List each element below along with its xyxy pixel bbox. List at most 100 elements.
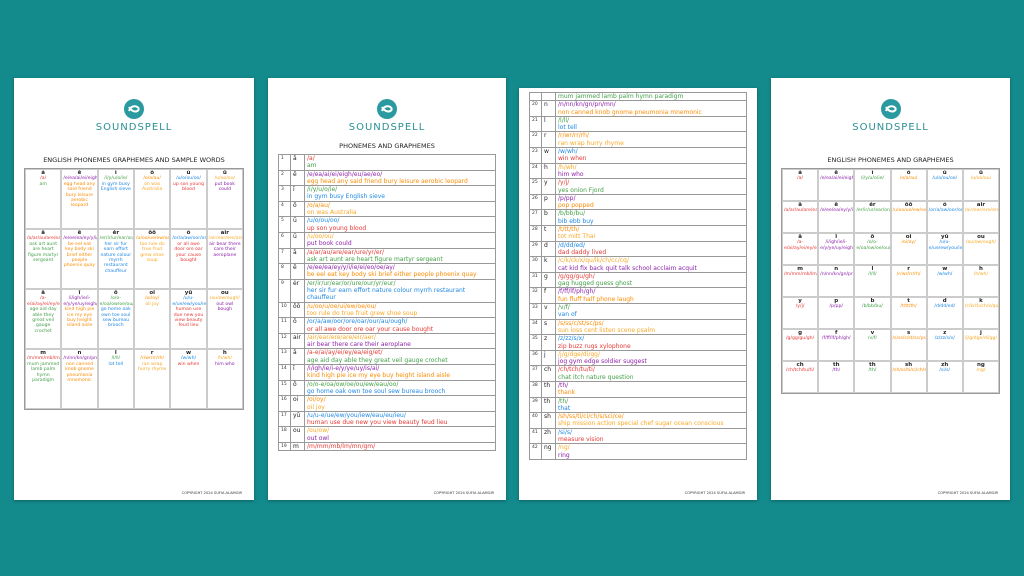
phoneme-cell: ch/ch/tch/tu/ti/	[782, 361, 819, 393]
phoneme-symbol: ŭ	[942, 170, 947, 176]
phoneme-symbol: ă	[798, 170, 802, 176]
row-content: /f/ff/lf/ph/gh/fun fluff half phone laug…	[555, 287, 747, 305]
row-number: 8	[278, 263, 291, 280]
row-content: /a/ar/au/are/ear/ure/yr/er/ask art aunt …	[304, 247, 496, 265]
row-content: /w/wh/win when	[555, 147, 747, 164]
phoneme-symbol: ī	[290, 364, 305, 381]
table-row: 9 ėr/er/ir/ur/ear/or/ure/our/yr/eur/her s…	[278, 278, 496, 303]
phoneme-cell: ŭ/u/o/ou/oo/	[926, 169, 963, 201]
row-number: 26	[529, 193, 542, 211]
graphemes: /u/u-e/ue/ew/you/iew/eau/eu/ieu/	[172, 296, 207, 307]
phoneme-symbol: w	[541, 147, 556, 164]
phoneme-symbol: ē	[290, 169, 305, 187]
phoneme-symbol: ĭ	[871, 170, 874, 176]
brand: SOUNDSPELL	[95, 122, 173, 133]
row-content: /sh/ss/ti/ci/ch/s/sci/ce/ship mission ac…	[555, 412, 747, 429]
graphemes: /o/a/au/	[143, 176, 161, 182]
row-content: /o/a/au/on was Australia	[304, 200, 496, 218]
row-content: /b/bb/bu/bib ebb buy	[555, 209, 747, 227]
phoneme-cell: ĭ/i/y/u/o/ie/in gym busy English sieve	[97, 169, 134, 229]
table-row: 10 ōō/u/oo/u/oe/ui/ew/oe/ou/too rule do t…	[278, 301, 496, 319]
phoneme-symbol: ch	[796, 362, 804, 368]
examples: fun fluff half phone laugh	[558, 295, 634, 303]
table-row: 41 zh/si/s/measure vision	[529, 427, 747, 445]
table-row: 37 ch/ch/tch/tu/ti/chat itch nature quest…	[529, 365, 747, 382]
phoneme-symbol: n	[77, 350, 82, 356]
row-number: 28	[529, 225, 542, 242]
examples: yes onion Fjord	[558, 186, 604, 194]
phoneme-symbol: r	[907, 266, 910, 272]
row-content: /air/ear/ere/are/eir/aer/air bear there …	[304, 332, 496, 350]
phoneme-symbol: m	[40, 350, 47, 356]
table-row: 32 f/f/ff/lf/ph/gh/fun fluff half phone l…	[529, 287, 747, 305]
graphemes: /oi/oy/	[901, 240, 916, 246]
graphemes: /z/zz/s/x/	[558, 335, 585, 343]
graphemes: /i/y/u/o/ie/	[307, 186, 338, 194]
examples: ring	[558, 451, 570, 459]
phoneme-cell: ėr/er/ir/ur/ear/or/ure/our/yr/eur/	[854, 201, 891, 233]
phoneme-symbol: y	[541, 178, 556, 195]
sample-words: ran wrap hurry rhyme	[137, 361, 167, 373]
graphemes: /a-e/ai/ay/ei/ey/ea/eig/et/	[27, 296, 60, 307]
table-row: 30 k/c/k/ck/x/qu/lk/ch/cc/cq/cat kid fix …	[529, 256, 747, 273]
graphemes: /m/mm/mb/lm/mn/gm/	[27, 356, 60, 362]
examples: oil joy	[307, 403, 325, 411]
phoneme-cell: oi/oi/oy/	[890, 233, 927, 265]
phoneme-symbol: ē	[77, 230, 82, 236]
phoneme-cell: l/l/ll/lot tell	[97, 349, 134, 409]
examples: win when	[558, 155, 587, 163]
phoneme-cell: l/l/ll/	[854, 265, 891, 297]
graphemes: /i/y/u/o/ie/	[860, 176, 884, 182]
brand: SOUNDSPELL	[348, 122, 426, 133]
graphemes: /g/gg/gu/gh/	[558, 272, 595, 280]
phoneme-cell: yū/u/u-e/ue/ew/you/iew/eau/eu/ieu/	[926, 233, 963, 265]
graphemes: /t/tt/th/	[900, 304, 917, 310]
row-number: 19	[278, 441, 291, 452]
row-number: 33	[529, 303, 542, 320]
graphemes: /s/ss/c/st/sc/ps/	[892, 336, 927, 342]
table-row: 3 ĭ/i/y/u/o/ie/in gym busy English sieve	[278, 185, 496, 202]
row-content: /g/gg/gu/gh/gag hugged guess ghost	[555, 271, 747, 289]
phoneme-cell: p/p/pp/	[818, 297, 855, 329]
phoneme-cell: m/m/mm/mb/lm/mn/gm/mum jammed lamb palm …	[25, 349, 62, 409]
row-number: 40	[529, 412, 542, 429]
phoneme-cell: sh/sh/ss/ti/ci/ch/s/sci/ce/	[890, 361, 927, 393]
row-content: /er/ir/ur/ear/or/ure/our/yr/eur/her sir …	[304, 278, 496, 303]
table-row: 34 s/s/ss/c/st/sc/ps/sun loss cent listen…	[529, 318, 747, 336]
phoneme-cell: air/air/ear/ere/are/eir/aer/air bear the…	[206, 229, 243, 289]
phoneme-symbol: r	[150, 350, 154, 356]
graphemes: /u/o/ou/oo/	[307, 217, 340, 225]
graphemes: /oi/oy/	[307, 396, 326, 404]
phoneme-symbol: ă	[290, 154, 305, 171]
phoneme-symbol: ou	[290, 426, 305, 443]
row-number	[529, 91, 542, 102]
phoneme-symbol: ū	[978, 170, 983, 176]
row-content: /e/ee/ea/ey/y/i/ie/ei/eo/oe/ay/be eel ea…	[304, 263, 496, 280]
phoneme-symbol: ėr	[112, 230, 120, 236]
sample-words: ask art aunt are heart figure martyr ser…	[27, 241, 59, 264]
examples: dad daddy lived	[558, 248, 607, 256]
sample-words: be eel eat key body ski brief either peo…	[63, 241, 96, 269]
table-row: 16 oi/oi/oy/oil joy	[278, 395, 496, 412]
phoneme-symbol: oi	[905, 234, 912, 240]
graphemes: /m/mm/mb/lm/mn/gm/	[784, 272, 817, 278]
logo: SOUNDSPELL	[268, 98, 506, 133]
phoneme-cell: ō/o/o-e/oa/ow/oe/ou/ew/eau/oo/	[854, 233, 891, 265]
row-content: /a-e/ai/ay/ei/ey/ea/eig/et/age aid day a…	[304, 348, 496, 366]
sample-words: human use due new you view beauty feud l…	[173, 307, 204, 329]
graphemes: /w/wh/	[558, 148, 578, 156]
phoneme-cell: r/r/wr/rr/rh/	[890, 265, 927, 297]
phoneme-symbol: ŭ	[186, 170, 191, 176]
row-content: /oi/oy/oil joy	[304, 395, 496, 412]
row-number: 17	[278, 410, 291, 428]
graphemes: /v/f/	[558, 304, 570, 312]
row-number: 23	[529, 147, 542, 164]
phoneme-symbol: l	[114, 350, 117, 356]
row-number: 38	[529, 380, 542, 398]
sample-words: in gym busy English sieve	[100, 181, 131, 193]
graphemes: /sh/ss/ti/ci/ch/s/sci/ce/	[558, 413, 624, 421]
phoneme-cell: ōō/u/oo/ue/ew/oe/ui/ou/too rule do true …	[133, 229, 171, 289]
